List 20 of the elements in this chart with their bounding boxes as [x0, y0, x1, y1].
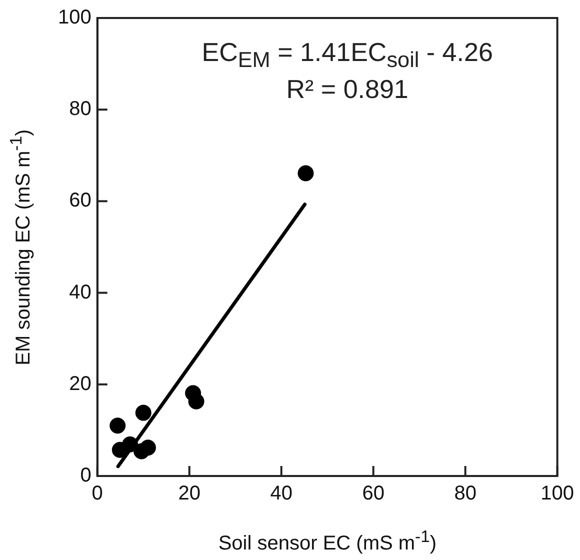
point — [140, 440, 156, 456]
y-tick-label: 100 — [58, 6, 92, 29]
x-tick-label: 80 — [454, 482, 476, 505]
x-axis-title: Soil sensor EC (mS m$^{-1}$) — [218, 527, 437, 556]
point — [122, 436, 138, 452]
y-tick-label: 0 — [80, 464, 92, 487]
x-tick-label: 60 — [362, 482, 384, 505]
point — [110, 418, 126, 434]
x-tick-label: 40 — [270, 482, 292, 505]
x-tick-label: 100 — [540, 482, 574, 505]
point — [188, 393, 204, 410]
y-tick-label: 40 — [69, 281, 92, 304]
point — [298, 165, 314, 182]
x-tick-label: 20 — [178, 482, 200, 505]
y-tick-label: 80 — [69, 98, 92, 120]
annotation: EC$_{EM}$ = 1.41EC$_{soil}$ - 4.26 — [202, 36, 493, 74]
y-tick-label: 60 — [69, 190, 92, 212]
annotation: R² = 0.891 — [285, 73, 410, 106]
y-tick-label: 20 — [69, 372, 92, 395]
point — [135, 404, 152, 421]
